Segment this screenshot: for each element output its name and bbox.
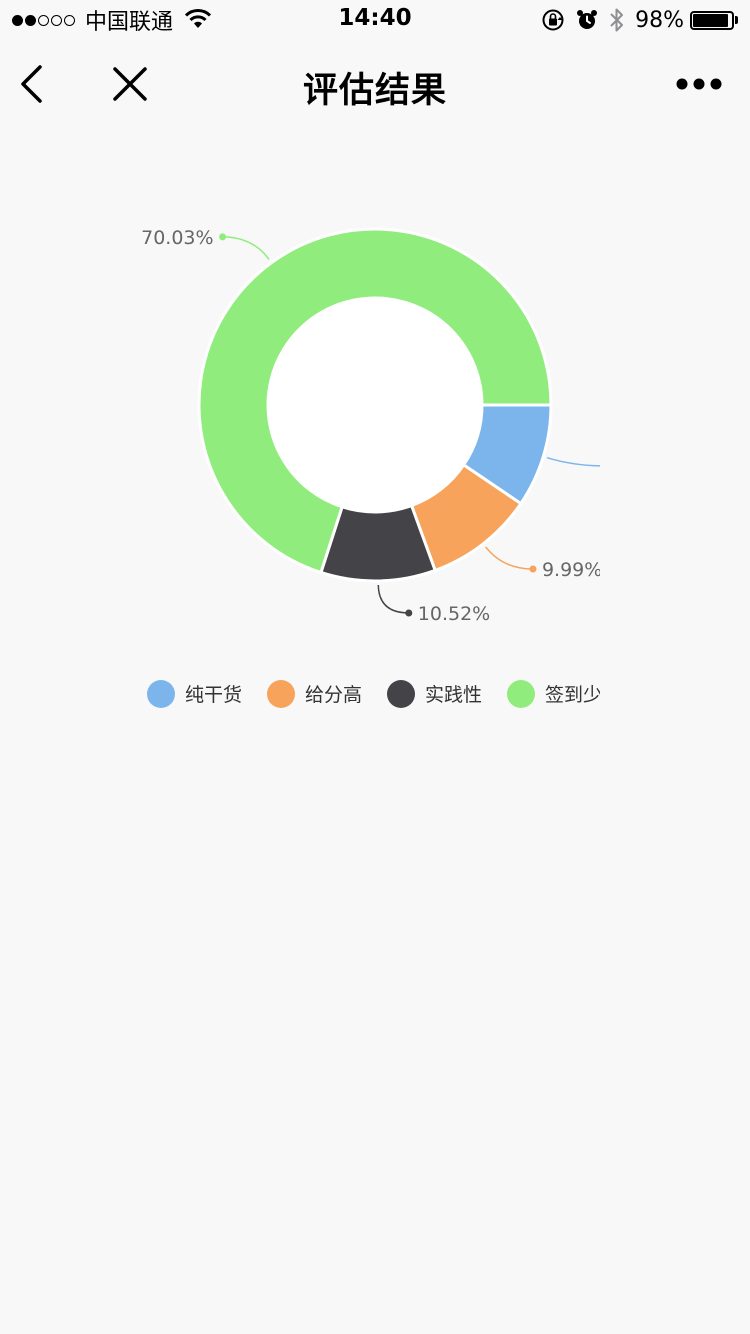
status-right: 98% xyxy=(531,6,738,34)
battery-cap xyxy=(735,16,738,24)
legend-swatch-4 xyxy=(507,680,535,708)
data-label-2: 9.99% xyxy=(542,559,600,581)
leader-line-3 xyxy=(377,584,409,614)
leader-line-1 xyxy=(546,456,600,467)
leader-line-2 xyxy=(485,546,533,570)
legend-label-3: 实践性 xyxy=(425,684,482,706)
page-title: 评估结果 xyxy=(302,71,447,111)
leader-dot-4 xyxy=(219,233,227,241)
legend-item-3[interactable]: 实践性 xyxy=(387,680,482,708)
legend-swatch-2 xyxy=(267,680,295,708)
chart-viewport: 9.99% 10.52% 70.03% 纯干货 给分高 实践性 签到少 xyxy=(0,128,600,748)
leader-line-4 xyxy=(222,236,270,260)
more-button[interactable] xyxy=(676,76,722,95)
legend-label-4: 签到少 xyxy=(545,684,600,706)
back-button[interactable] xyxy=(18,64,46,108)
carrier-name: 中国联通 xyxy=(85,10,174,35)
leader-dot-2 xyxy=(529,565,537,573)
legend-label-1: 纯干货 xyxy=(185,684,242,706)
close-icon xyxy=(113,67,147,101)
battery-level-fill xyxy=(693,13,729,27)
chevron-left-icon xyxy=(21,65,42,103)
legend-label-2: 给分高 xyxy=(305,684,362,706)
more-icon xyxy=(676,78,722,90)
signal-dot xyxy=(25,14,36,26)
signal-dot xyxy=(64,14,75,26)
legend-swatch-1 xyxy=(147,680,175,708)
data-label-3: 10.52% xyxy=(418,603,490,625)
close-button[interactable] xyxy=(112,66,148,106)
signal-dot xyxy=(12,14,23,26)
chart-area: 9.99% 10.52% 70.03% 纯干货 给分高 实践性 签到少 xyxy=(0,128,750,748)
navigation-bar: 评估结果 xyxy=(0,40,750,128)
signal-strength-icon xyxy=(12,14,77,26)
leader-dot-3 xyxy=(405,609,413,617)
bluetooth-icon xyxy=(609,7,625,33)
status-left: 中国联通 xyxy=(12,6,212,35)
legend-item-2[interactable]: 给分高 xyxy=(267,680,362,708)
legend-swatch-3 xyxy=(387,680,415,708)
alarm-icon xyxy=(575,8,599,32)
data-label-4: 70.03% xyxy=(141,227,213,249)
signal-dot xyxy=(51,14,62,26)
legend-item-4[interactable]: 签到少 xyxy=(507,680,600,708)
donut-center xyxy=(269,299,481,511)
status-bar: 中国联通 14:40 xyxy=(0,0,750,40)
wifi-icon xyxy=(184,9,212,33)
legend-item-1[interactable]: 纯干货 xyxy=(147,680,242,708)
rotation-lock-icon xyxy=(541,8,565,32)
donut-slice-4[interactable] xyxy=(197,227,553,574)
battery-percentage: 98% xyxy=(635,7,684,33)
status-time: 14:40 xyxy=(338,5,412,31)
battery-icon xyxy=(690,10,734,30)
donut-chart: 9.99% 10.52% 70.03% 纯干货 给分高 实践性 签到少 xyxy=(141,227,600,708)
signal-dot xyxy=(38,14,49,26)
